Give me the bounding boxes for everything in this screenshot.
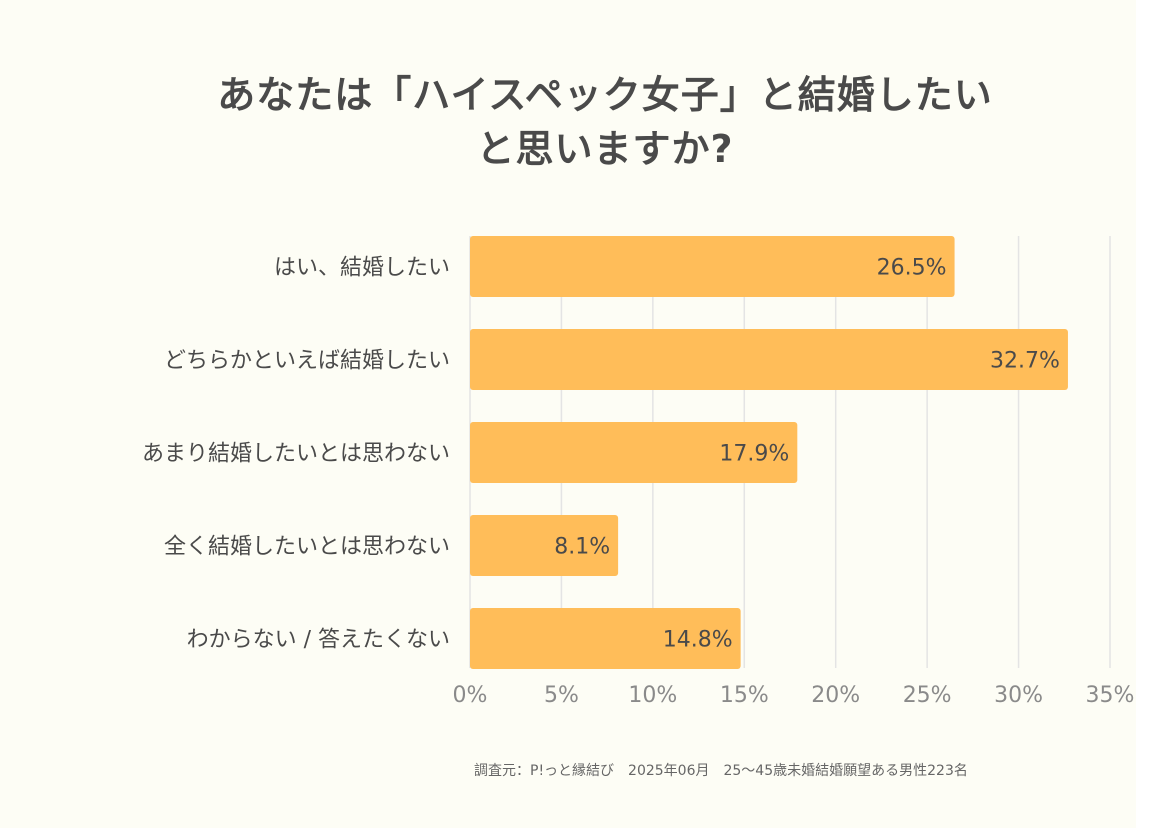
category-label: 全く結婚したいとは思わない (164, 535, 450, 560)
x-tick-label: 35% (1086, 683, 1135, 708)
chart-title: あなたは「ハイスペック女子」と結婚したい と思いますか? (0, 68, 1153, 176)
category-label: わからない / 答えたくない (187, 628, 450, 653)
x-tick-label: 5% (544, 683, 579, 708)
bar-value-label: 17.9% (719, 442, 789, 467)
bar (470, 329, 1068, 390)
source-note: 調査元：P!っと縁結び 2025年06月 25〜45歳未婚結婚願望ある男性223… (474, 763, 968, 779)
x-tick-label: 10% (628, 683, 677, 708)
x-tick-label: 0% (453, 683, 488, 708)
category-label: はい、結婚したい (274, 256, 450, 281)
bar (470, 236, 955, 297)
bar (470, 422, 798, 483)
chart-title-line-1: あなたは「ハイスペック女子」と結婚したい (217, 73, 993, 117)
x-tick-label: 20% (811, 683, 860, 708)
x-tick-label: 15% (720, 683, 769, 708)
bar-value-label: 14.8% (663, 628, 733, 653)
bar (470, 515, 619, 576)
bar-value-label: 8.1% (554, 535, 610, 560)
x-tick-label: 30% (994, 683, 1043, 708)
bar-value-label: 26.5% (877, 256, 947, 281)
bar-value-label: 32.7% (990, 349, 1060, 374)
x-tick-label: 25% (903, 683, 952, 708)
bar (470, 608, 741, 669)
category-label: どちらかといえば結婚したい (164, 349, 450, 374)
chart-title-line-2: と思いますか? (476, 127, 734, 171)
category-label: あまり結婚したいとは思わない (142, 442, 450, 467)
